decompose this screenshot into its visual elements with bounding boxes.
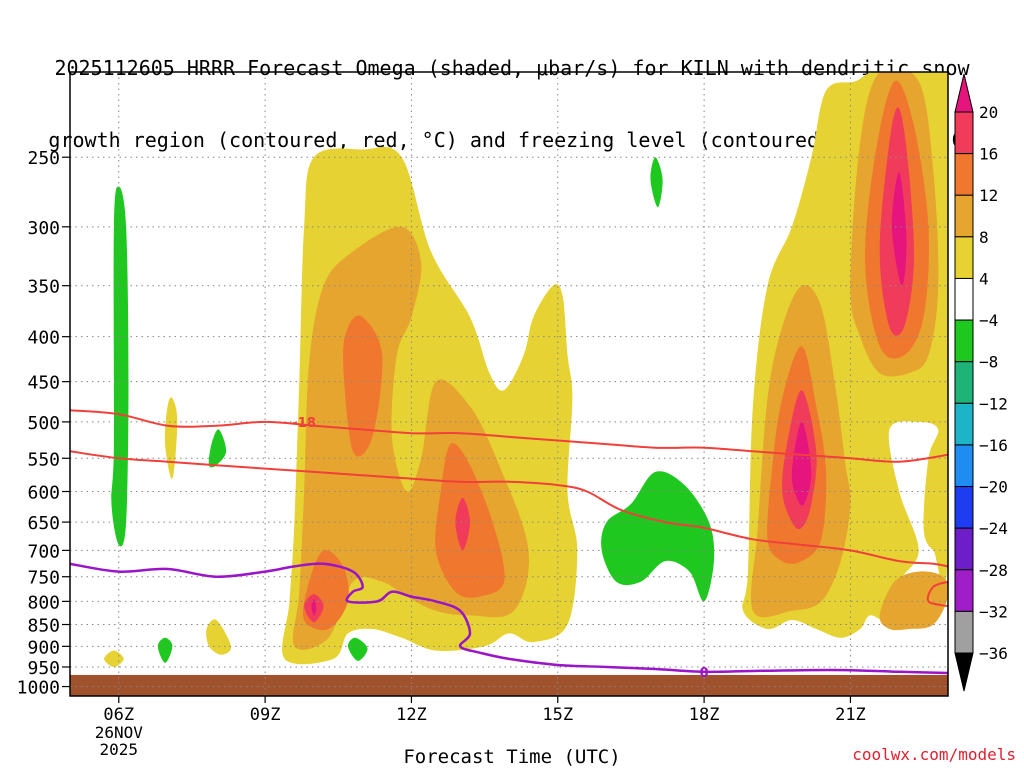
ground-fill: [70, 674, 948, 696]
colorbar-label-20: 20: [979, 103, 998, 122]
colorbar-label--24: −24: [979, 519, 1008, 538]
site-credit[interactable]: coolwx.com/models: [852, 745, 1016, 764]
y-tick-label-550: 550: [27, 449, 60, 470]
colorbar-bin-11: [954, 569, 974, 612]
colorbar-underflow-bottom: [954, 652, 974, 692]
colorbar-bin-4: [954, 277, 974, 321]
colorbar-label-4: 4: [979, 269, 989, 288]
colorbar-bin-0: [954, 111, 974, 155]
colorbar-label--12: −12: [979, 394, 1008, 413]
colorbar-label-12: 12: [979, 186, 998, 205]
x-tick-label-09Z: 09Z: [250, 705, 281, 725]
omega-region-dk-main-1: [343, 315, 383, 457]
colorbar: 20 16 12 8 4 −4 −8 −12 −16 −20 −24 −28 −32 −36: [954, 73, 1008, 692]
colorbar-label--8: −8: [979, 353, 998, 372]
plot-border: [69, 71, 949, 697]
y-tick-label-450: 450: [27, 373, 60, 394]
y-tick-label-350: 350: [27, 277, 60, 298]
colorbar-bin-2: [954, 194, 974, 238]
gridlines: [70, 72, 948, 696]
dgz-contour-label: -18: [292, 416, 316, 431]
colorbar-bin-5: [954, 319, 974, 363]
omega-region-pink-10z: [311, 598, 317, 616]
x-tick-label-18Z: 18Z: [689, 705, 720, 725]
x-tick-label-21Z: 21Z: [835, 705, 866, 725]
plot-frame: [69, 71, 949, 697]
x-tick-sublabel-0: 26NOV: [95, 723, 144, 742]
colorbar-bin-8: [954, 444, 974, 488]
y-tick-label-850: 850: [27, 616, 60, 637]
y-tick-label-800: 800: [27, 592, 60, 613]
x-axis-title: Forecast Time (UTC): [403, 746, 621, 768]
colorbar-label--36: −36: [979, 644, 1008, 663]
x-tick-sublabel-1: 2025: [100, 740, 139, 759]
ground-below-surface: [70, 674, 948, 696]
y-tick-label-950: 950: [27, 658, 60, 679]
colorbar-bin-7: [954, 402, 974, 446]
omega-region-pink-right: [791, 421, 812, 506]
omega-region-green-08z: [208, 429, 227, 468]
y-tick-label-650: 650: [27, 513, 60, 534]
colorbar-bin-9: [954, 486, 974, 529]
y-tick-label-250: 250: [27, 148, 60, 169]
x-tick-label-12Z: 12Z: [396, 705, 427, 725]
colorbar-bin-3: [954, 236, 974, 279]
colorbar-label--28: −28: [979, 561, 1008, 580]
y-tick-label-400: 400: [27, 328, 60, 349]
y-axis: 2503003504004505005506006507007508008509…: [17, 148, 70, 699]
colorbar-label--16: −16: [979, 436, 1008, 455]
omega-region-green-11z: [347, 637, 368, 661]
omega-region-y-small-2: [104, 650, 124, 667]
dgz-contour-dgz-lower-loop: [926, 580, 948, 608]
colorbar-label--32: −32: [979, 602, 1008, 621]
colorbar-label--20: −20: [979, 478, 1008, 497]
colorbar-bin-6: [954, 361, 974, 404]
omega-region-o-right-low: [879, 571, 948, 631]
x-tick-label-06Z: 06Z: [103, 705, 134, 725]
y-tick-label-1000: 1000: [17, 678, 60, 699]
x-tick-label-15Z: 15Z: [542, 705, 573, 725]
dgz-contour-dgz-upper: [70, 409, 948, 463]
contour-lines: -18 0: [70, 409, 948, 681]
freezing-level-contour: [70, 562, 948, 675]
y-tick-label-600: 600: [27, 483, 60, 504]
omega-region-pink-right-top: [891, 172, 907, 286]
omega-region-y-small-1: [164, 397, 178, 479]
omega-region-green-18z: [601, 471, 715, 602]
colorbar-label-16: 16: [979, 145, 998, 164]
dgz-contour-dgz-lower: [70, 450, 948, 568]
colorbar-overflow-top: [954, 73, 974, 113]
y-tick-label-700: 700: [27, 541, 60, 562]
freezing-level-label: 0: [700, 666, 709, 681]
colorbar-label--4: −4: [979, 311, 998, 330]
chart-title-line1: 2025112605 HRRR Forecast Omega (shaded, …: [54, 56, 970, 80]
colorbar-label-8: 8: [979, 228, 989, 247]
y-tick-label-900: 900: [27, 637, 60, 658]
omega-shading: [104, 72, 948, 667]
omega-region-green-06z: [111, 186, 129, 547]
y-tick-label-750: 750: [27, 568, 60, 589]
y-tick-label-500: 500: [27, 413, 60, 434]
omega-region-green-17z: [650, 157, 663, 208]
y-tick-label-300: 300: [27, 218, 60, 239]
colorbar-bin-1: [954, 153, 974, 196]
omega-region-green-07z: [157, 637, 173, 663]
omega-region-red-13z: [455, 497, 470, 551]
colorbar-bin-12: [954, 610, 974, 654]
colorbar-bin-10: [954, 527, 974, 571]
